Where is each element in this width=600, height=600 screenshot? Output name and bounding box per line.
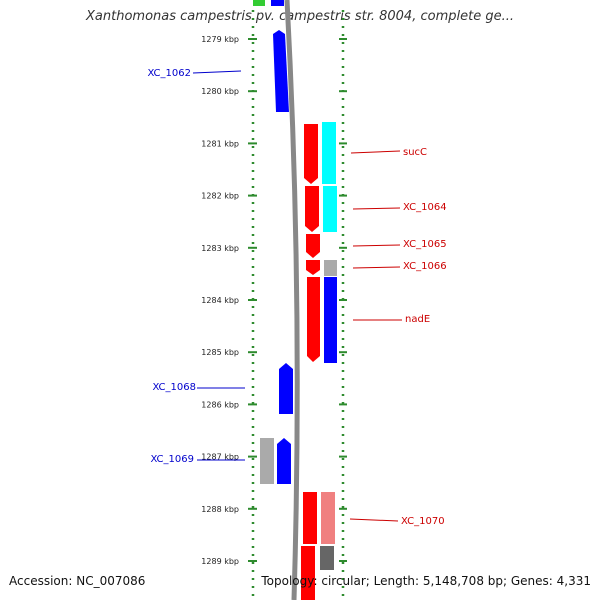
kbp-tick-label: 1288 kbp [201,505,239,514]
feature-xc1068[interactable] [279,363,293,414]
feature-blue-partial[interactable] [271,0,284,6]
kbp-tick-label: 1286 kbp [201,400,239,409]
gene-label-succ[interactable]: sucC [403,147,427,158]
gene-label-xc1068[interactable]: XC_1068 [152,382,196,393]
kbp-tick-label: 1279 kbp [201,35,239,44]
gene-label-nade[interactable]: nadE [405,314,430,325]
feature-xc1065[interactable] [306,234,320,258]
ruler-major-ticks [248,38,347,562]
connector-succ [350,150,401,154]
connector-xc1065 [352,244,401,247]
accession-label: Accession: NC_007086 [9,574,146,588]
topology-label: Topology: circular; Length: 5,148,708 bp… [261,574,591,588]
kbp-tick-label: 1281 kbp [201,139,239,148]
gene-label-xc1066[interactable]: XC_1066 [403,261,447,272]
gene-label-xc1065[interactable]: XC_1065 [403,239,447,250]
gene-labels: XC_1062 sucC XC_1064 XC_1065 XC_1066 nad… [147,68,446,527]
kbp-tick-label: 1289 kbp [201,557,239,566]
feature-cyan-xc1064[interactable] [323,186,337,232]
kbp-tick-label: 1284 kbp [201,296,239,305]
kbp-tick-label: 1282 kbp [201,192,239,201]
features [253,0,337,600]
feature-nade[interactable] [307,277,320,362]
feature-grey-xc1066[interactable] [324,260,337,276]
feature-red-bottom[interactable] [301,546,315,600]
feature-green-partial[interactable] [253,0,265,6]
kbp-tick-labels: 1279 kbp 1280 kbp 1281 kbp 1282 kbp 1283 kbp… [201,35,239,566]
kbp-tick-label: 1280 kbp [201,87,239,96]
gene-label-xc1062[interactable]: XC_1062 [147,68,191,79]
kbp-tick-label: 1287 kbp [201,453,239,462]
feature-xc1066[interactable] [306,260,320,275]
genome-backbone [284,0,300,600]
feature-xc1064[interactable] [305,186,319,232]
kbp-tick-label: 1283 kbp [201,244,239,253]
feature-darkgrey-bottom[interactable] [320,546,334,570]
feature-pink-xc1070[interactable] [321,492,335,544]
connector-xc1062 [192,70,242,74]
feature-xc1062[interactable] [273,30,289,112]
connector-xc1070 [349,518,399,522]
label-connectors [192,70,402,522]
feature-xc1069[interactable] [277,438,291,484]
feature-blue-nade[interactable] [324,277,337,363]
gene-label-xc1064[interactable]: XC_1064 [403,202,447,213]
gene-label-xc1069[interactable]: XC_1069 [150,454,194,465]
feature-succ[interactable] [304,124,318,184]
feature-xc1070[interactable] [303,492,317,544]
gene-label-xc1070[interactable]: XC_1070 [401,516,445,527]
connector-xc1064 [352,207,401,210]
kbp-tick-label: 1285 kbp [201,348,239,357]
map-title: Xanthomonas campestris pv. campestris st… [86,9,514,24]
feature-grey-xc1069-neighbor[interactable] [260,438,274,484]
feature-cyan-succ[interactable] [322,122,336,184]
connector-xc1066 [352,266,401,269]
